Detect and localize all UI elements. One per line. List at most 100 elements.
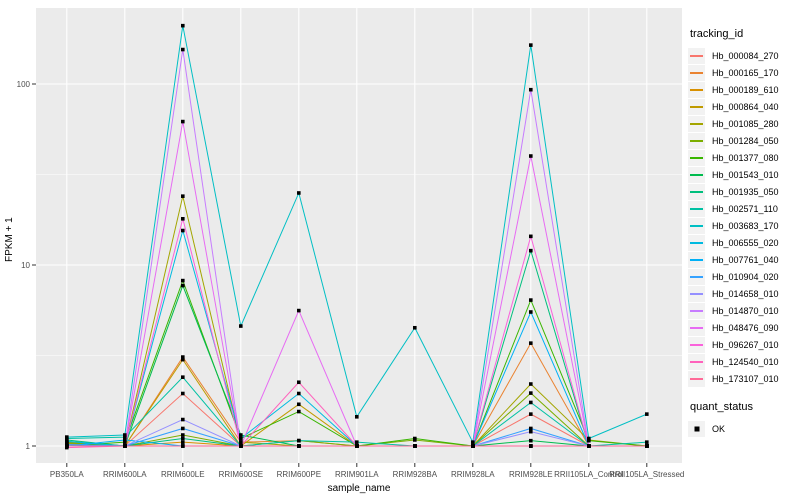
legend-item-label: Hb_001284_050 <box>712 135 779 146</box>
x-tick-label: RRIM928LA <box>451 470 495 479</box>
data-point <box>65 439 69 444</box>
legend-key <box>688 200 705 217</box>
series-color-line-icon <box>690 377 703 380</box>
data-point <box>181 357 185 362</box>
legend-key <box>688 166 705 183</box>
data-point <box>529 341 533 345</box>
x-tick-label: RRIM600SE <box>219 470 263 479</box>
data-point <box>239 433 243 437</box>
data-point <box>529 400 533 405</box>
legend-item-Hb_000864_040: Hb_000864_040 <box>688 98 800 115</box>
data-point <box>65 444 69 448</box>
data-point <box>123 440 127 444</box>
data-point <box>123 435 127 439</box>
data-point <box>181 440 185 444</box>
series-color-line-icon <box>690 275 703 278</box>
legend-item-label: Hb_014658_010 <box>712 288 779 299</box>
legend-item-Hb_006555_020: Hb_006555_020 <box>688 234 800 251</box>
legend-item-Hb_096267_010: Hb_096267_010 <box>688 336 800 353</box>
series-color-line-icon <box>690 343 703 346</box>
legend-item-Hb_003683_170: Hb_003683_170 <box>688 217 800 234</box>
x-tick-label: RRIM600LA <box>103 470 147 479</box>
y-tick-label: 1 <box>26 442 31 451</box>
legend-entries: Hb_000084_270 Hb_000165_170 Hb_000189_610 H… <box>688 47 800 387</box>
legend-item-label: Hb_096267_010 <box>712 339 779 350</box>
data-point <box>181 194 185 198</box>
data-point <box>297 380 301 385</box>
legend-item-label: Hb_173107_010 <box>712 373 779 384</box>
data-point <box>529 234 533 239</box>
series-color-line-icon <box>690 326 703 329</box>
data-point <box>645 440 649 444</box>
data-point <box>123 444 127 448</box>
legend-item-label: Hb_002571_110 <box>712 203 778 214</box>
data-point <box>587 436 591 441</box>
data-point <box>297 191 301 195</box>
data-point <box>413 325 417 330</box>
data-point <box>529 429 533 434</box>
legend-key <box>688 149 705 166</box>
series-color-line-icon <box>690 292 703 295</box>
data-point <box>529 438 533 443</box>
data-point <box>239 324 243 328</box>
legend-item-label: Hb_006555_020 <box>712 237 779 248</box>
legend-item-label: Hb_007761_040 <box>712 254 779 265</box>
series-color-line-icon <box>690 207 703 210</box>
x-tick-label: RRII105LA_Stressed <box>609 470 684 479</box>
data-point <box>239 440 243 444</box>
legend-item-label: Hb_000165_170 <box>712 67 779 78</box>
series-color-line-icon <box>690 122 703 125</box>
legend-item-label: Hb_000189_610 <box>712 84 779 95</box>
series-color-line-icon <box>690 71 703 74</box>
legend-key <box>688 217 705 234</box>
data-point <box>181 228 185 233</box>
data-point <box>529 391 533 395</box>
legend-item-label: Hb_048476_090 <box>712 322 779 333</box>
data-point <box>181 47 185 52</box>
legend-item-ok: OK <box>688 420 800 437</box>
legend-item-Hb_014658_010: Hb_014658_010 <box>688 285 800 302</box>
series-color-line-icon <box>690 241 703 244</box>
y-tick-label: 10 <box>21 261 30 270</box>
data-point <box>529 310 533 314</box>
series-color-line-icon <box>690 360 703 363</box>
data-point <box>297 402 301 407</box>
legend-key <box>688 115 705 132</box>
data-point <box>239 436 243 441</box>
x-tick-label: RRIM901LA <box>335 470 379 479</box>
legend-item-Hb_001543_010: Hb_001543_010 <box>688 166 800 183</box>
data-point <box>181 391 185 396</box>
legend-title-tracking-id: tracking_id <box>690 28 744 40</box>
x-tick-label: RRII105LA_Control <box>554 470 624 479</box>
data-point <box>413 436 417 441</box>
legend-item-label: Hb_003683_170 <box>712 220 779 231</box>
legend-item-Hb_000084_270: Hb_000084_270 <box>688 47 800 64</box>
data-point <box>529 444 533 448</box>
data-point <box>355 444 359 448</box>
legend-item-Hb_002571_110: Hb_002571_110 <box>688 200 800 217</box>
data-point <box>529 43 533 47</box>
series-color-line-icon <box>690 105 703 108</box>
data-point <box>587 444 591 448</box>
legend-item-label: OK <box>712 423 726 434</box>
legend-key <box>688 183 705 200</box>
series-color-line-icon <box>690 54 703 57</box>
legend-item-Hb_001085_280: Hb_001085_280 <box>688 115 800 132</box>
data-point <box>529 87 533 92</box>
data-point <box>297 438 301 443</box>
legend-item-Hb_000189_610: Hb_000189_610 <box>688 81 800 98</box>
data-point <box>645 444 649 448</box>
legend-item-Hb_001284_050: Hb_001284_050 <box>688 132 800 149</box>
data-point <box>181 375 185 379</box>
legend-item-label: Hb_001085_280 <box>712 118 779 129</box>
data-point <box>529 298 533 302</box>
legend-item-Hb_014870_010: Hb_014870_010 <box>688 302 800 319</box>
data-point <box>529 382 533 386</box>
data-point <box>471 444 475 448</box>
x-tick-label: RRIM928LE <box>509 470 553 479</box>
legend-key <box>688 47 705 64</box>
legend-item-Hb_124540_010: Hb_124540_010 <box>688 353 800 370</box>
data-point <box>297 308 301 313</box>
